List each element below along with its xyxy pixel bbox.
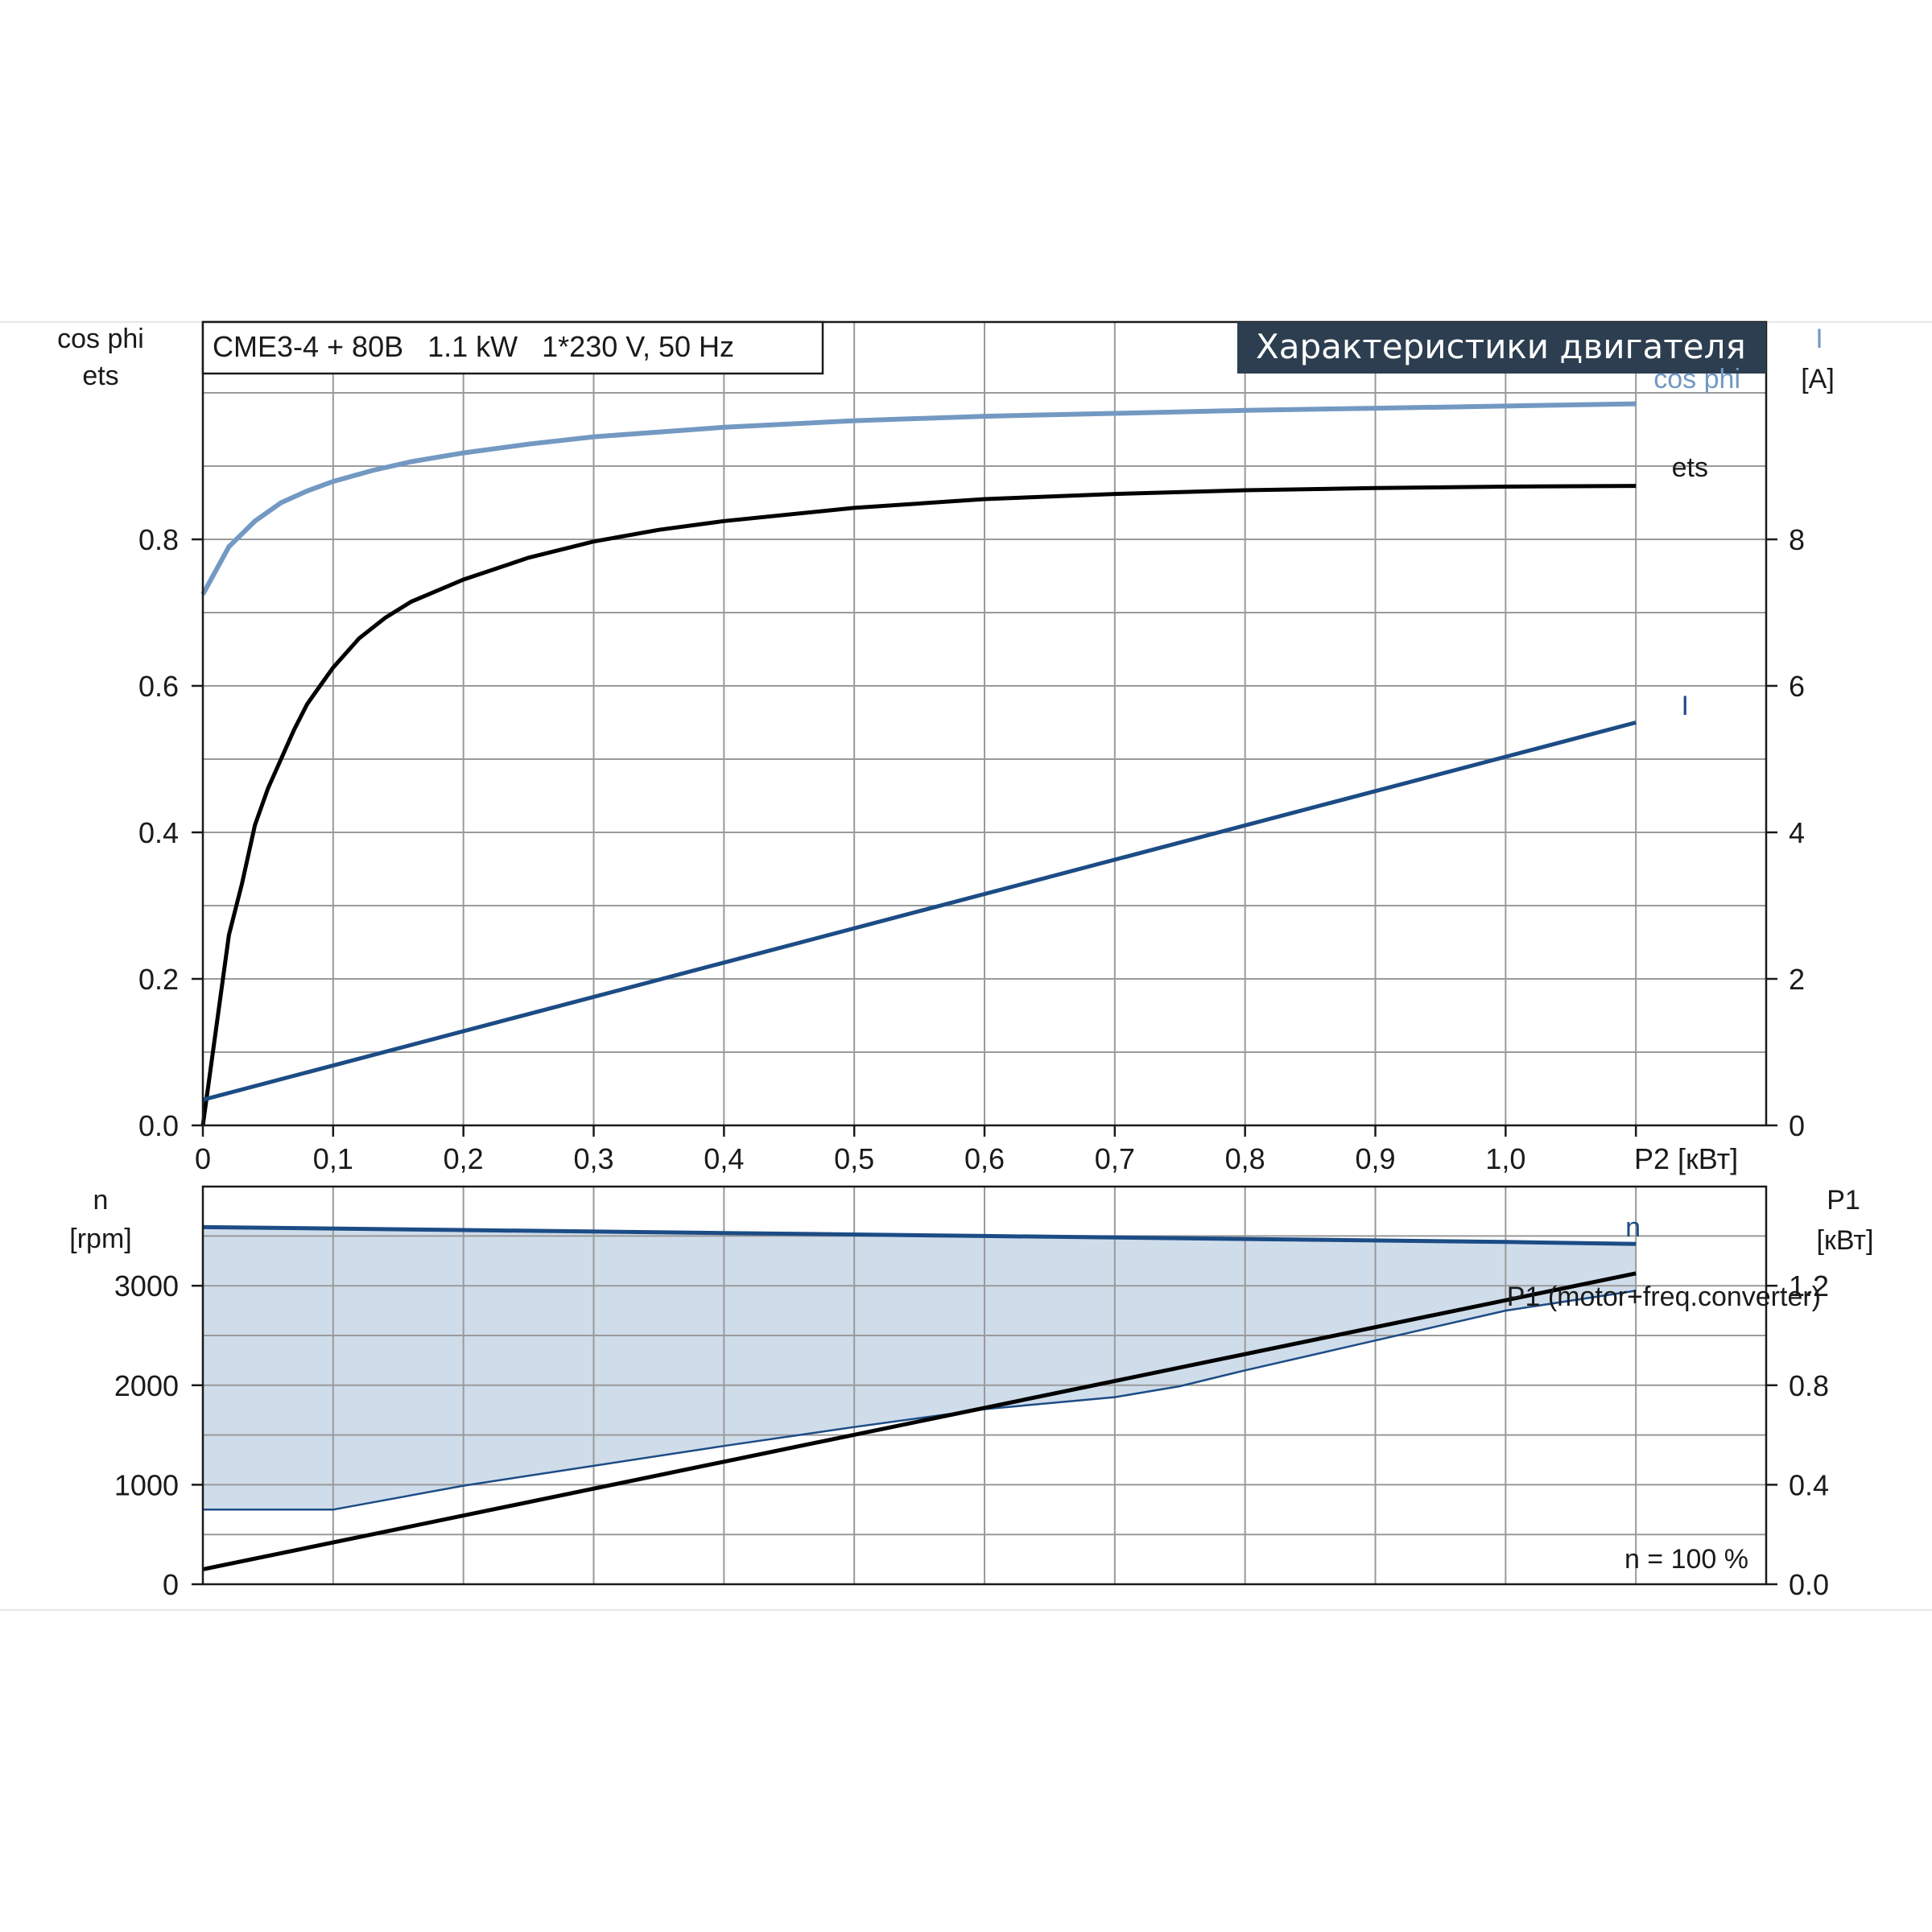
x-tick-label: 0,4 bbox=[704, 1142, 744, 1175]
lower-band bbox=[203, 1227, 1637, 1510]
lower-y-left-tick-label: 0 bbox=[163, 1568, 179, 1601]
y-left-label-rpm: [rpm] bbox=[69, 1224, 131, 1254]
x-tick-label: 0,6 bbox=[964, 1142, 1005, 1175]
x-tick-label: 0,3 bbox=[573, 1142, 613, 1175]
y-left-label-cosphi: cos phi bbox=[57, 324, 144, 354]
x-tick-label: 0,1 bbox=[313, 1142, 353, 1175]
x-tick-label: 0,2 bbox=[444, 1142, 484, 1175]
series-label-n: n bbox=[1625, 1212, 1641, 1243]
x-tick-label: 0 bbox=[195, 1142, 211, 1175]
lower-right-ticks: 0.0 0.4 0.8 1.2 bbox=[1766, 1269, 1829, 1601]
series-label-cosphi: cos phi bbox=[1653, 364, 1740, 394]
panel-title-box bbox=[1237, 322, 1766, 374]
upper-grid bbox=[203, 322, 1766, 1125]
cosphi-line bbox=[200, 401, 1637, 596]
y-right-tick-label: 0 bbox=[1789, 1109, 1805, 1142]
lower-y-left-tick-label: 2000 bbox=[114, 1369, 179, 1402]
annotation-n-100: n = 100 % bbox=[1624, 1544, 1748, 1575]
lower-y-right-tick-label: 0.8 bbox=[1789, 1369, 1829, 1402]
speed-line bbox=[202, 1224, 1637, 1246]
current-line bbox=[202, 720, 1637, 1102]
lower-y-right-tick-label: 0.4 bbox=[1789, 1468, 1829, 1501]
upper-right-ticks: 0 2 4 6 8 bbox=[1766, 523, 1805, 1142]
upper-left-ticks: 0.0 0.2 0.4 0.6 0.8 bbox=[138, 523, 203, 1142]
y-left-tick-label: 0.0 bbox=[138, 1109, 179, 1142]
x-ticks: 0 0,1 0,2 0,3 0,4 0,5 0,6 0,7 0,8 0,9 1,0 P2 [кВт] bbox=[195, 1125, 1738, 1175]
x-tick-label: 0,9 bbox=[1355, 1142, 1395, 1175]
y-left-label-n: n bbox=[93, 1185, 109, 1216]
lower-y-right-tick-label: 1.2 bbox=[1789, 1269, 1829, 1302]
lower-y-left-tick-label: 1000 bbox=[114, 1468, 179, 1501]
y-left-tick-label: 0.8 bbox=[138, 523, 179, 556]
x-axis-label: P2 [кВт] bbox=[1634, 1142, 1738, 1175]
y-right-tick-label: 6 bbox=[1789, 670, 1805, 703]
lower-y-left-tick-label: 3000 bbox=[114, 1269, 179, 1302]
series-label-p1: P1 (motor+freq.converter) bbox=[1507, 1282, 1821, 1312]
y-left-tick-label: 0.2 bbox=[138, 963, 179, 996]
upper-series bbox=[200, 401, 1637, 1126]
x-tick-label: 0,5 bbox=[834, 1142, 874, 1175]
panel-title: Характеристики двигателя bbox=[1256, 327, 1746, 366]
model-label-box bbox=[201, 320, 824, 375]
y-left-tick-label: 0.6 bbox=[138, 670, 179, 703]
p1-line bbox=[202, 1271, 1637, 1571]
y-right-label-unit: [A] bbox=[1801, 364, 1835, 394]
speed-band-area bbox=[203, 1227, 1637, 1510]
y-right-tick-label: 2 bbox=[1789, 963, 1805, 996]
lower-left-ticks: 0 1000 2000 3000 bbox=[114, 1269, 203, 1601]
x-tick-label: 1,0 bbox=[1485, 1142, 1525, 1175]
x-tick-label: 0,8 bbox=[1225, 1142, 1265, 1175]
y-left-tick-label: 0.4 bbox=[138, 816, 179, 849]
y-right-label-p1: P1 bbox=[1827, 1185, 1860, 1216]
lower-series bbox=[202, 1224, 1637, 1571]
y-right-label-current: I bbox=[1815, 324, 1823, 354]
y-right-label-kw: [кВт] bbox=[1817, 1225, 1874, 1256]
series-label-ets: ets bbox=[1672, 452, 1708, 483]
series-label-current: I bbox=[1682, 691, 1689, 721]
y-right-tick-label: 8 bbox=[1789, 523, 1805, 556]
x-tick-label: 0,7 bbox=[1095, 1142, 1135, 1175]
lower-y-right-tick-label: 0.0 bbox=[1789, 1568, 1829, 1601]
model-label: CME3-4 + 80B 1.1 kW 1*230 V, 50 Hz bbox=[213, 330, 734, 363]
ets-line bbox=[200, 484, 1637, 1126]
y-left-label-ets: ets bbox=[82, 361, 118, 391]
y-right-tick-label: 4 bbox=[1789, 816, 1805, 849]
